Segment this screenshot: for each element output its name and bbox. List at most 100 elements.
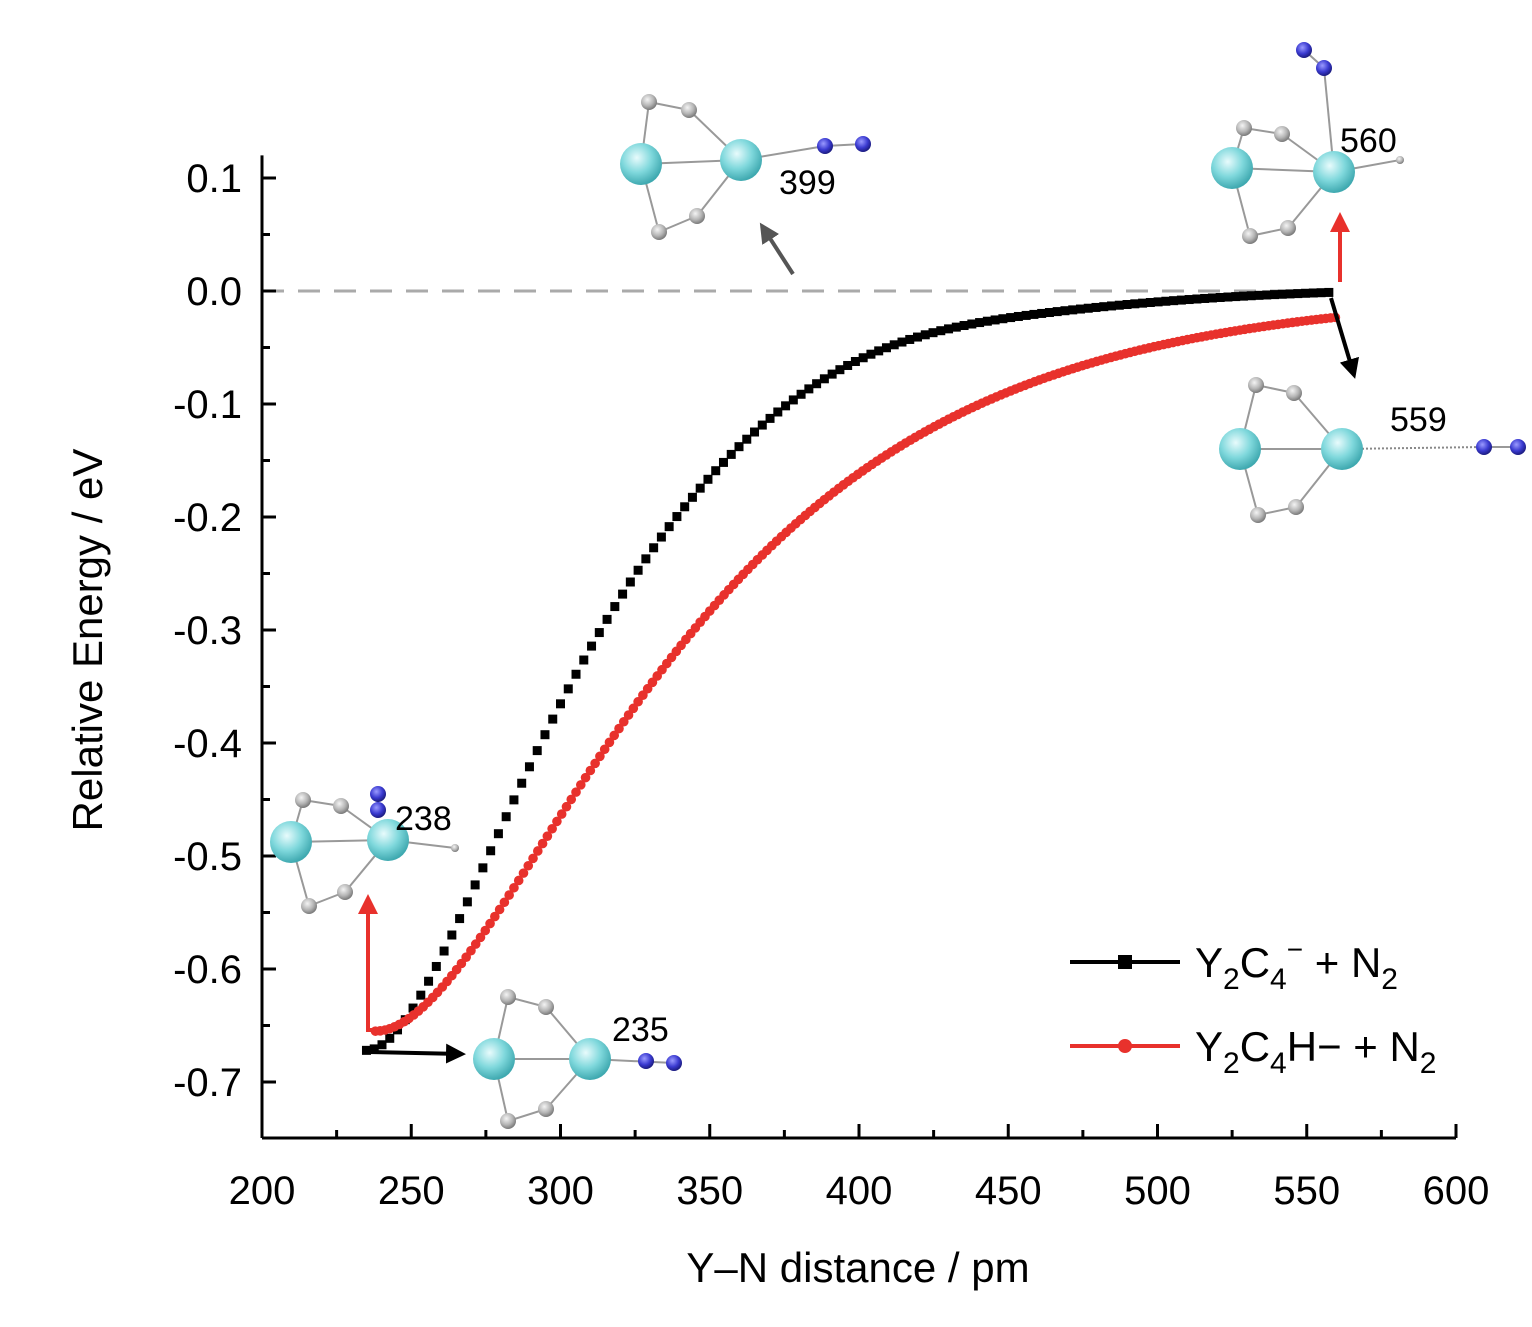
data-point-y2c4 xyxy=(1145,297,1155,307)
y-atom xyxy=(1313,151,1355,193)
distance-label-559: 559 xyxy=(1390,401,1447,439)
data-point-y2c4 xyxy=(1270,290,1280,300)
data-point-y2c4h xyxy=(571,787,581,797)
data-point-y2c4h xyxy=(494,904,505,915)
data-point-y2c4 xyxy=(1285,289,1295,299)
data-point-y2c4 xyxy=(540,730,550,740)
x-tick-label: 450 xyxy=(975,1169,1042,1213)
data-point-y2c4 xyxy=(563,684,573,694)
y-atom xyxy=(569,1038,611,1080)
data-point-y2c4h xyxy=(490,911,500,922)
data-point-y2c4 xyxy=(1192,294,1202,304)
data-point-y2c4 xyxy=(1176,295,1186,305)
data-point-y2c4 xyxy=(1091,302,1101,312)
arrow-235 xyxy=(367,1043,466,1064)
x-tick-label: 600 xyxy=(1423,1169,1490,1213)
n-atom xyxy=(666,1055,682,1071)
data-point-y2c4 xyxy=(361,1045,371,1055)
data-point-y2c4 xyxy=(975,318,985,328)
data-point-y2c4 xyxy=(1161,296,1171,306)
data-point-y2c4 xyxy=(812,379,822,389)
data-point-y2c4h xyxy=(470,939,481,949)
data-point-y2c4h xyxy=(504,890,514,900)
data-point-y2c4 xyxy=(687,492,697,502)
data-point-y2c4h xyxy=(499,897,510,908)
c-atom xyxy=(1250,507,1266,523)
data-point-y2c4 xyxy=(703,474,713,484)
data-point-y2c4 xyxy=(571,669,581,679)
data-point-y2c4 xyxy=(905,334,915,344)
y-tick-label: -0.4 xyxy=(173,722,242,766)
data-point-y2c4 xyxy=(1029,309,1039,319)
x-tick-label: 300 xyxy=(527,1169,594,1213)
n-atom xyxy=(1476,439,1492,455)
arrow-399 xyxy=(759,222,795,276)
legend-label-y2c4: Y2C4− + N2 xyxy=(1195,934,1398,996)
c-atom xyxy=(337,884,353,900)
arrow-238 xyxy=(358,894,378,1032)
data-point-y2c4 xyxy=(548,714,558,724)
data-point-y2c4 xyxy=(625,577,635,587)
data-point-y2c4h xyxy=(585,765,596,776)
y-tick-label: -0.2 xyxy=(173,496,242,540)
y-atom xyxy=(620,143,662,185)
data-point-y2c4 xyxy=(1200,293,1210,303)
y-tick-label: -0.3 xyxy=(173,609,242,653)
data-point-y2c4 xyxy=(1301,288,1311,298)
y-atom xyxy=(367,819,409,861)
data-point-y2c4 xyxy=(641,554,651,564)
data-point-y2c4 xyxy=(602,614,612,624)
data-point-y2c4 xyxy=(827,369,837,379)
c-atom xyxy=(1236,120,1252,136)
legend-label-y2c4h: Y2C4H− + N2 xyxy=(1195,1023,1436,1080)
y-atom xyxy=(473,1038,515,1080)
data-point-y2c4 xyxy=(804,384,814,394)
data-point-y2c4 xyxy=(1052,307,1062,317)
n-atom xyxy=(817,138,833,154)
n-atom xyxy=(370,802,386,818)
structure-399: 399 xyxy=(620,94,871,240)
data-point-y2c4 xyxy=(1130,299,1140,309)
data-point-y2c4h xyxy=(542,831,553,841)
c-atom xyxy=(689,208,705,224)
data-point-y2c4 xyxy=(750,427,760,437)
data-point-y2c4h xyxy=(609,730,620,741)
x-tick-label: 250 xyxy=(378,1169,445,1213)
y-atom xyxy=(1211,147,1253,189)
annotation-arrows xyxy=(358,212,1360,1064)
data-point-y2c4 xyxy=(944,324,954,334)
y-tick-label: 0.1 xyxy=(186,157,242,201)
data-point-y2c4h xyxy=(485,918,495,929)
c-atom xyxy=(500,989,516,1005)
y-tick-label: -0.6 xyxy=(173,948,242,992)
data-point-y2c4 xyxy=(734,442,744,452)
c-atom xyxy=(538,1101,554,1117)
data-point-y2c4 xyxy=(1013,311,1023,321)
structure-235: 235 xyxy=(473,989,682,1129)
data-point-y2c4 xyxy=(439,946,449,956)
data-point-y2c4 xyxy=(501,812,511,822)
data-point-y2c4h xyxy=(590,758,600,769)
c-atom xyxy=(681,102,697,118)
data-point-y2c4h xyxy=(533,846,543,856)
c-atom xyxy=(1280,220,1296,236)
data-point-y2c4 xyxy=(718,457,728,467)
data-point-y2c4 xyxy=(819,374,829,384)
c-atom xyxy=(301,898,317,914)
data-point-y2c4 xyxy=(1021,310,1031,320)
data-point-y2c4 xyxy=(1060,306,1070,316)
data-point-y2c4 xyxy=(509,795,519,805)
data-point-y2c4 xyxy=(889,340,899,350)
y-axis-ticks: 0.1 0.0 -0.1 -0.2 -0.3 -0.4 -0.5 -0.6 -0.7 xyxy=(173,157,276,1105)
data-point-y2c4 xyxy=(742,434,752,444)
x-axis-title: Y–N distance / pm xyxy=(686,1244,1029,1291)
data-point-y2c4 xyxy=(1107,301,1117,311)
structure-560: 560 xyxy=(1211,42,1404,244)
structure-559: 559 xyxy=(1219,377,1526,523)
data-point-y2c4 xyxy=(1308,288,1318,298)
data-point-y2c4 xyxy=(866,349,876,359)
data-point-y2c4 xyxy=(1138,298,1148,308)
data-point-y2c4 xyxy=(1122,300,1132,310)
data-point-y2c4 xyxy=(982,316,992,326)
